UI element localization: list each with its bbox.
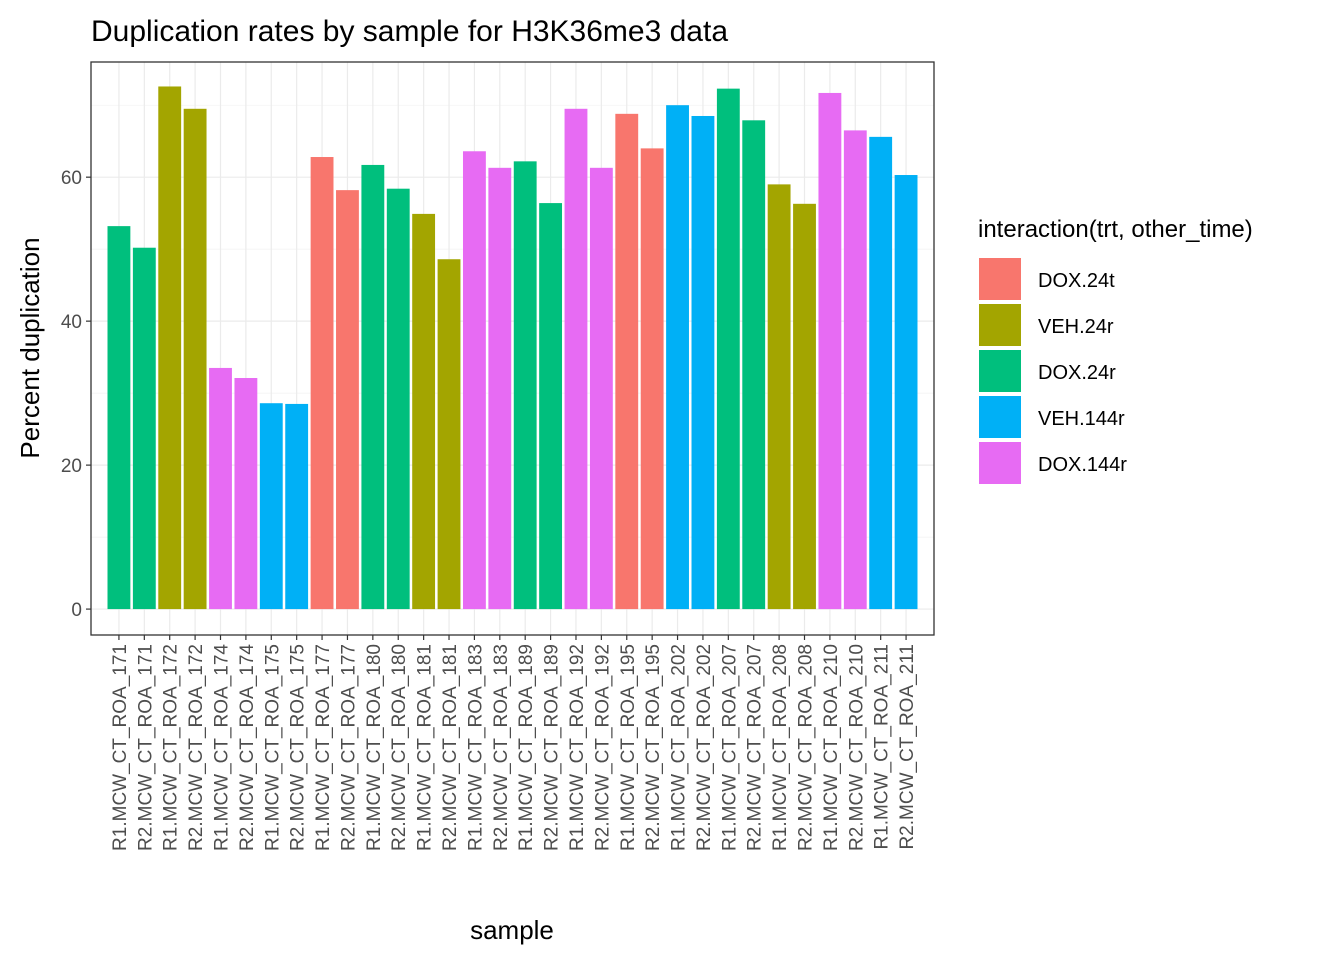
x-tick-label: R1.MCW_CT_ROA_211 xyxy=(872,644,893,850)
x-tick-label: R2.MCW_CT_ROA_202 xyxy=(694,644,715,851)
bar xyxy=(666,105,689,610)
bar xyxy=(361,164,385,610)
bar xyxy=(158,86,182,610)
bar xyxy=(818,92,842,610)
y-tick-label: 0 xyxy=(71,600,82,621)
bar xyxy=(513,161,537,610)
legend-swatch xyxy=(979,350,1021,392)
bar xyxy=(412,213,436,610)
x-tick-label: R1.MCW_CT_ROA_192 xyxy=(567,644,588,851)
x-tick-label: R1.MCW_CT_ROA_183 xyxy=(465,644,486,851)
bar xyxy=(691,115,715,610)
x-tick-label: R2.MCW_CT_ROA_195 xyxy=(643,644,664,851)
legend-label: VEH.24r xyxy=(1038,316,1114,338)
bar xyxy=(894,175,918,610)
bar xyxy=(869,136,893,610)
bar xyxy=(716,88,740,610)
legend-swatch xyxy=(979,304,1021,346)
x-tick-label: R1.MCW_CT_ROA_208 xyxy=(770,644,791,851)
x-tick-label: R2.MCW_CT_ROA_183 xyxy=(491,644,512,851)
chart-title: Duplication rates by sample for H3K36me3… xyxy=(91,15,728,48)
x-tick-label: R2.MCW_CT_ROA_181 xyxy=(440,644,461,851)
bar xyxy=(336,190,359,610)
bar xyxy=(843,130,867,610)
bar xyxy=(183,108,207,610)
legend-label: DOX.144r xyxy=(1038,454,1127,476)
bar xyxy=(793,203,816,610)
legend-swatch xyxy=(979,258,1021,300)
x-tick-label: R1.MCW_CT_ROA_171 xyxy=(110,644,131,851)
bar xyxy=(640,148,664,610)
x-tick-label: R2.MCW_CT_ROA_189 xyxy=(542,644,563,851)
bar xyxy=(437,259,461,610)
bar xyxy=(767,184,791,610)
x-tick-label: R2.MCW_CT_ROA_174 xyxy=(237,644,258,851)
legend: interaction(trt, other_time) DOX.24t VEH.… xyxy=(978,216,1253,485)
x-tick-label: R1.MCW_CT_ROA_189 xyxy=(516,644,537,851)
x-tick-label: R1.MCW_CT_ROA_177 xyxy=(313,644,334,851)
bar xyxy=(564,108,588,610)
x-tick-label: R1.MCW_CT_ROA_180 xyxy=(364,644,385,851)
legend-label: DOX.24t xyxy=(1038,270,1115,292)
x-tick-label: R2.MCW_CT_ROA_210 xyxy=(846,644,867,851)
legend-title: interaction(trt, other_time) xyxy=(978,216,1253,243)
legend-label: VEH.144r xyxy=(1038,408,1125,430)
x-tick-label: R2.MCW_CT_ROA_192 xyxy=(592,644,613,851)
x-axis-title: sample xyxy=(470,915,554,945)
bar xyxy=(539,203,563,610)
x-tick-label: R2.MCW_CT_ROA_171 xyxy=(135,644,156,851)
x-tick-label: R1.MCW_CT_ROA_174 xyxy=(211,644,232,851)
bar xyxy=(310,157,334,610)
legend-swatch xyxy=(979,442,1021,484)
y-tick-label: 20 xyxy=(61,456,82,477)
bar xyxy=(259,403,283,610)
x-tick-label: R2.MCW_CT_ROA_177 xyxy=(338,644,359,851)
x-tick-label: R1.MCW_CT_ROA_207 xyxy=(719,644,740,851)
bar xyxy=(234,378,258,610)
x-tick-label: R2.MCW_CT_ROA_180 xyxy=(389,644,410,851)
x-tick-label: R2.MCW_CT_ROA_175 xyxy=(288,644,309,851)
bar xyxy=(285,403,309,610)
x-tick-label: R1.MCW_CT_ROA_175 xyxy=(262,644,283,851)
legend-label: DOX.24r xyxy=(1038,362,1116,384)
x-tick-label: R2.MCW_CT_ROA_208 xyxy=(796,644,817,851)
panel-border xyxy=(90,61,935,636)
bar xyxy=(589,167,613,610)
bar xyxy=(107,226,131,610)
bar xyxy=(488,167,512,610)
x-tick-label: R1.MCW_CT_ROA_195 xyxy=(618,644,639,851)
x-tick-label: R1.MCW_CT_ROA_181 xyxy=(415,644,436,851)
bar xyxy=(209,367,232,610)
y-tick-label: 60 xyxy=(61,168,82,189)
bar xyxy=(742,120,766,610)
y-axis-title: Percent duplication xyxy=(15,237,45,458)
bar xyxy=(132,247,156,610)
x-tick-label: R1.MCW_CT_ROA_210 xyxy=(821,644,842,851)
x-tick-label: R2.MCW_CT_ROA_172 xyxy=(186,644,207,851)
y-tick-label: 40 xyxy=(61,312,82,333)
bar xyxy=(462,151,486,610)
x-tick-label: R2.MCW_CT_ROA_207 xyxy=(745,644,766,851)
bar xyxy=(615,113,639,610)
x-tick-label: R1.MCW_CT_ROA_202 xyxy=(669,644,690,851)
x-tick-label: R2.MCW_CT_ROA_211 xyxy=(897,644,918,850)
legend-swatch xyxy=(979,396,1021,438)
x-tick-label: R1.MCW_CT_ROA_172 xyxy=(161,644,182,851)
bar xyxy=(386,188,410,610)
